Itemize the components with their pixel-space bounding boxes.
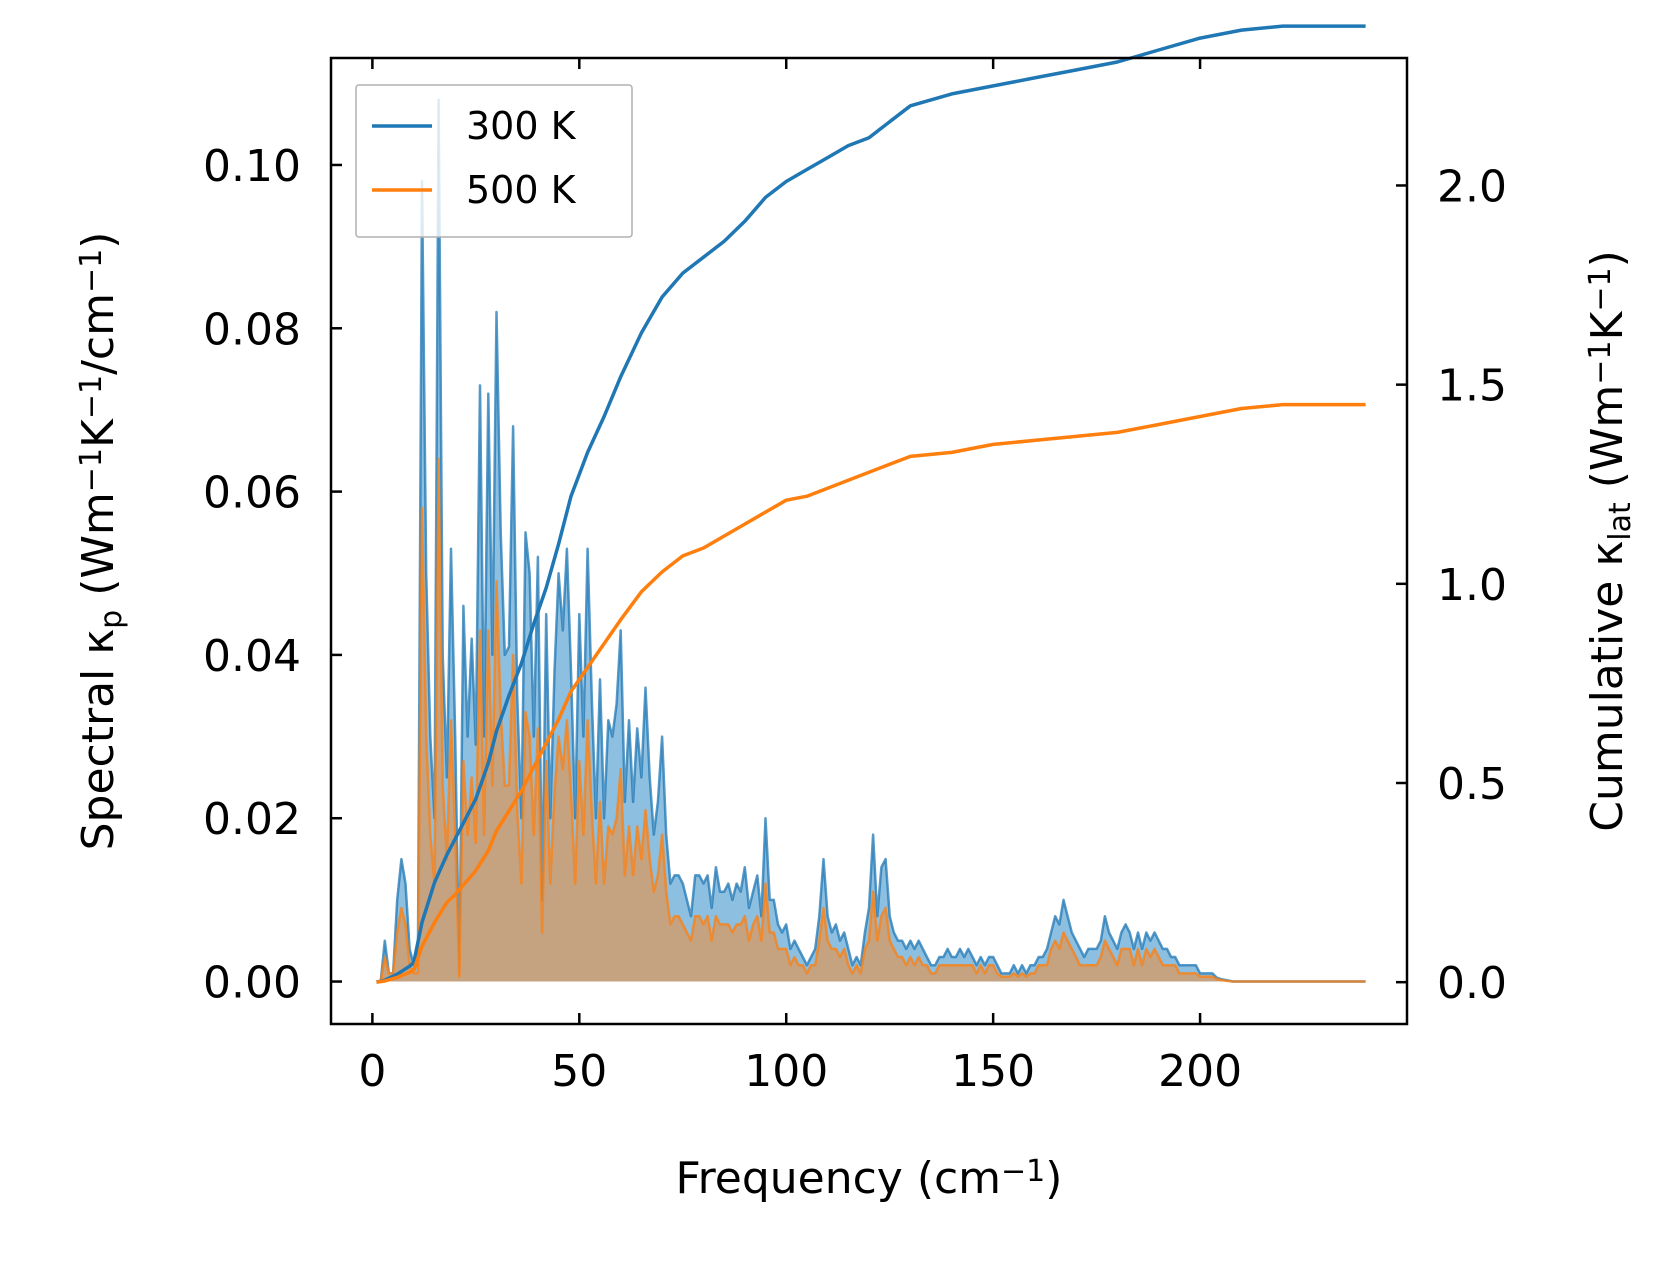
y-right-tick-label: 0.5 <box>1437 759 1507 810</box>
y-left-tick-label: 0.00 <box>203 958 301 1009</box>
y-right-tick-label: 1.0 <box>1437 560 1507 611</box>
label-text: K <box>1582 310 1633 340</box>
label-text: Frequency (cm <box>676 1153 1002 1204</box>
label-text: K <box>73 418 124 448</box>
x-tick-label: 100 <box>744 1046 828 1097</box>
label-superscript: −1 <box>1001 1154 1045 1189</box>
legend: 300 K 500 K <box>355 84 633 238</box>
y-left-axis-label: Spectral κp (Wm−1K−1/cm−1) <box>73 232 129 851</box>
plot-area <box>376 24 1366 984</box>
label-superscript: −1 <box>74 375 109 419</box>
cumulative-line-300k <box>376 24 1366 984</box>
x-tick-label: 150 <box>951 1046 1035 1097</box>
y-right-tick-label: 1.5 <box>1437 361 1507 412</box>
label-subscript: lat <box>1603 502 1638 541</box>
label-text: Cumulative κ <box>1582 541 1633 832</box>
y-left-tick-label: 0.10 <box>203 141 301 192</box>
axis-ticks: 0 50 100 150 200 0.00 0.02 0.04 0.06 0.08 0.10 0.0 0… <box>203 58 1507 1097</box>
label-text: (Wm <box>1582 385 1633 503</box>
label-superscript: −1 <box>1583 340 1618 384</box>
label-superscript: −1 <box>74 448 109 492</box>
label-subscript: p <box>94 610 129 629</box>
y-left-tick-label: 0.06 <box>203 468 301 519</box>
label-superscript: −1 <box>74 249 109 293</box>
legend-label-500k: 500 K <box>466 168 577 212</box>
label-text: Spectral κ <box>73 629 124 851</box>
legend-label-300k: 300 K <box>466 104 577 148</box>
axis-labels: Frequency (cm−1)Spectral κp (Wm−1K−1/cm−… <box>73 232 1638 1204</box>
legend-box <box>355 84 633 238</box>
x-tick-label: 200 <box>1158 1046 1242 1097</box>
label-text: ) <box>73 232 124 249</box>
label-text: ) <box>1045 1153 1062 1204</box>
y-right-axis-label: Cumulative κlat (Wm−1K−1) <box>1582 250 1638 832</box>
label-text: (Wm <box>73 492 124 610</box>
x-tick-label: 0 <box>358 1046 386 1097</box>
x-axis-label: Frequency (cm−1) <box>676 1153 1063 1204</box>
y-right-tick-label: 0.0 <box>1437 958 1507 1009</box>
y-left-tick-label: 0.02 <box>203 794 301 845</box>
axes-frame <box>329 56 1409 1026</box>
y-left-tick-label: 0.04 <box>203 631 301 682</box>
x-tick-label: 50 <box>551 1046 607 1097</box>
label-text: ) <box>1582 250 1633 267</box>
label-text: /cm <box>73 293 124 375</box>
y-left-tick-label: 0.08 <box>203 304 301 355</box>
spectral-line-300k <box>376 98 1366 983</box>
cumulative-line-500k <box>376 402 1366 984</box>
spectral-line-500k <box>376 457 1366 983</box>
y-right-tick-label: 2.0 <box>1437 161 1507 212</box>
label-superscript: −1 <box>1583 267 1618 311</box>
